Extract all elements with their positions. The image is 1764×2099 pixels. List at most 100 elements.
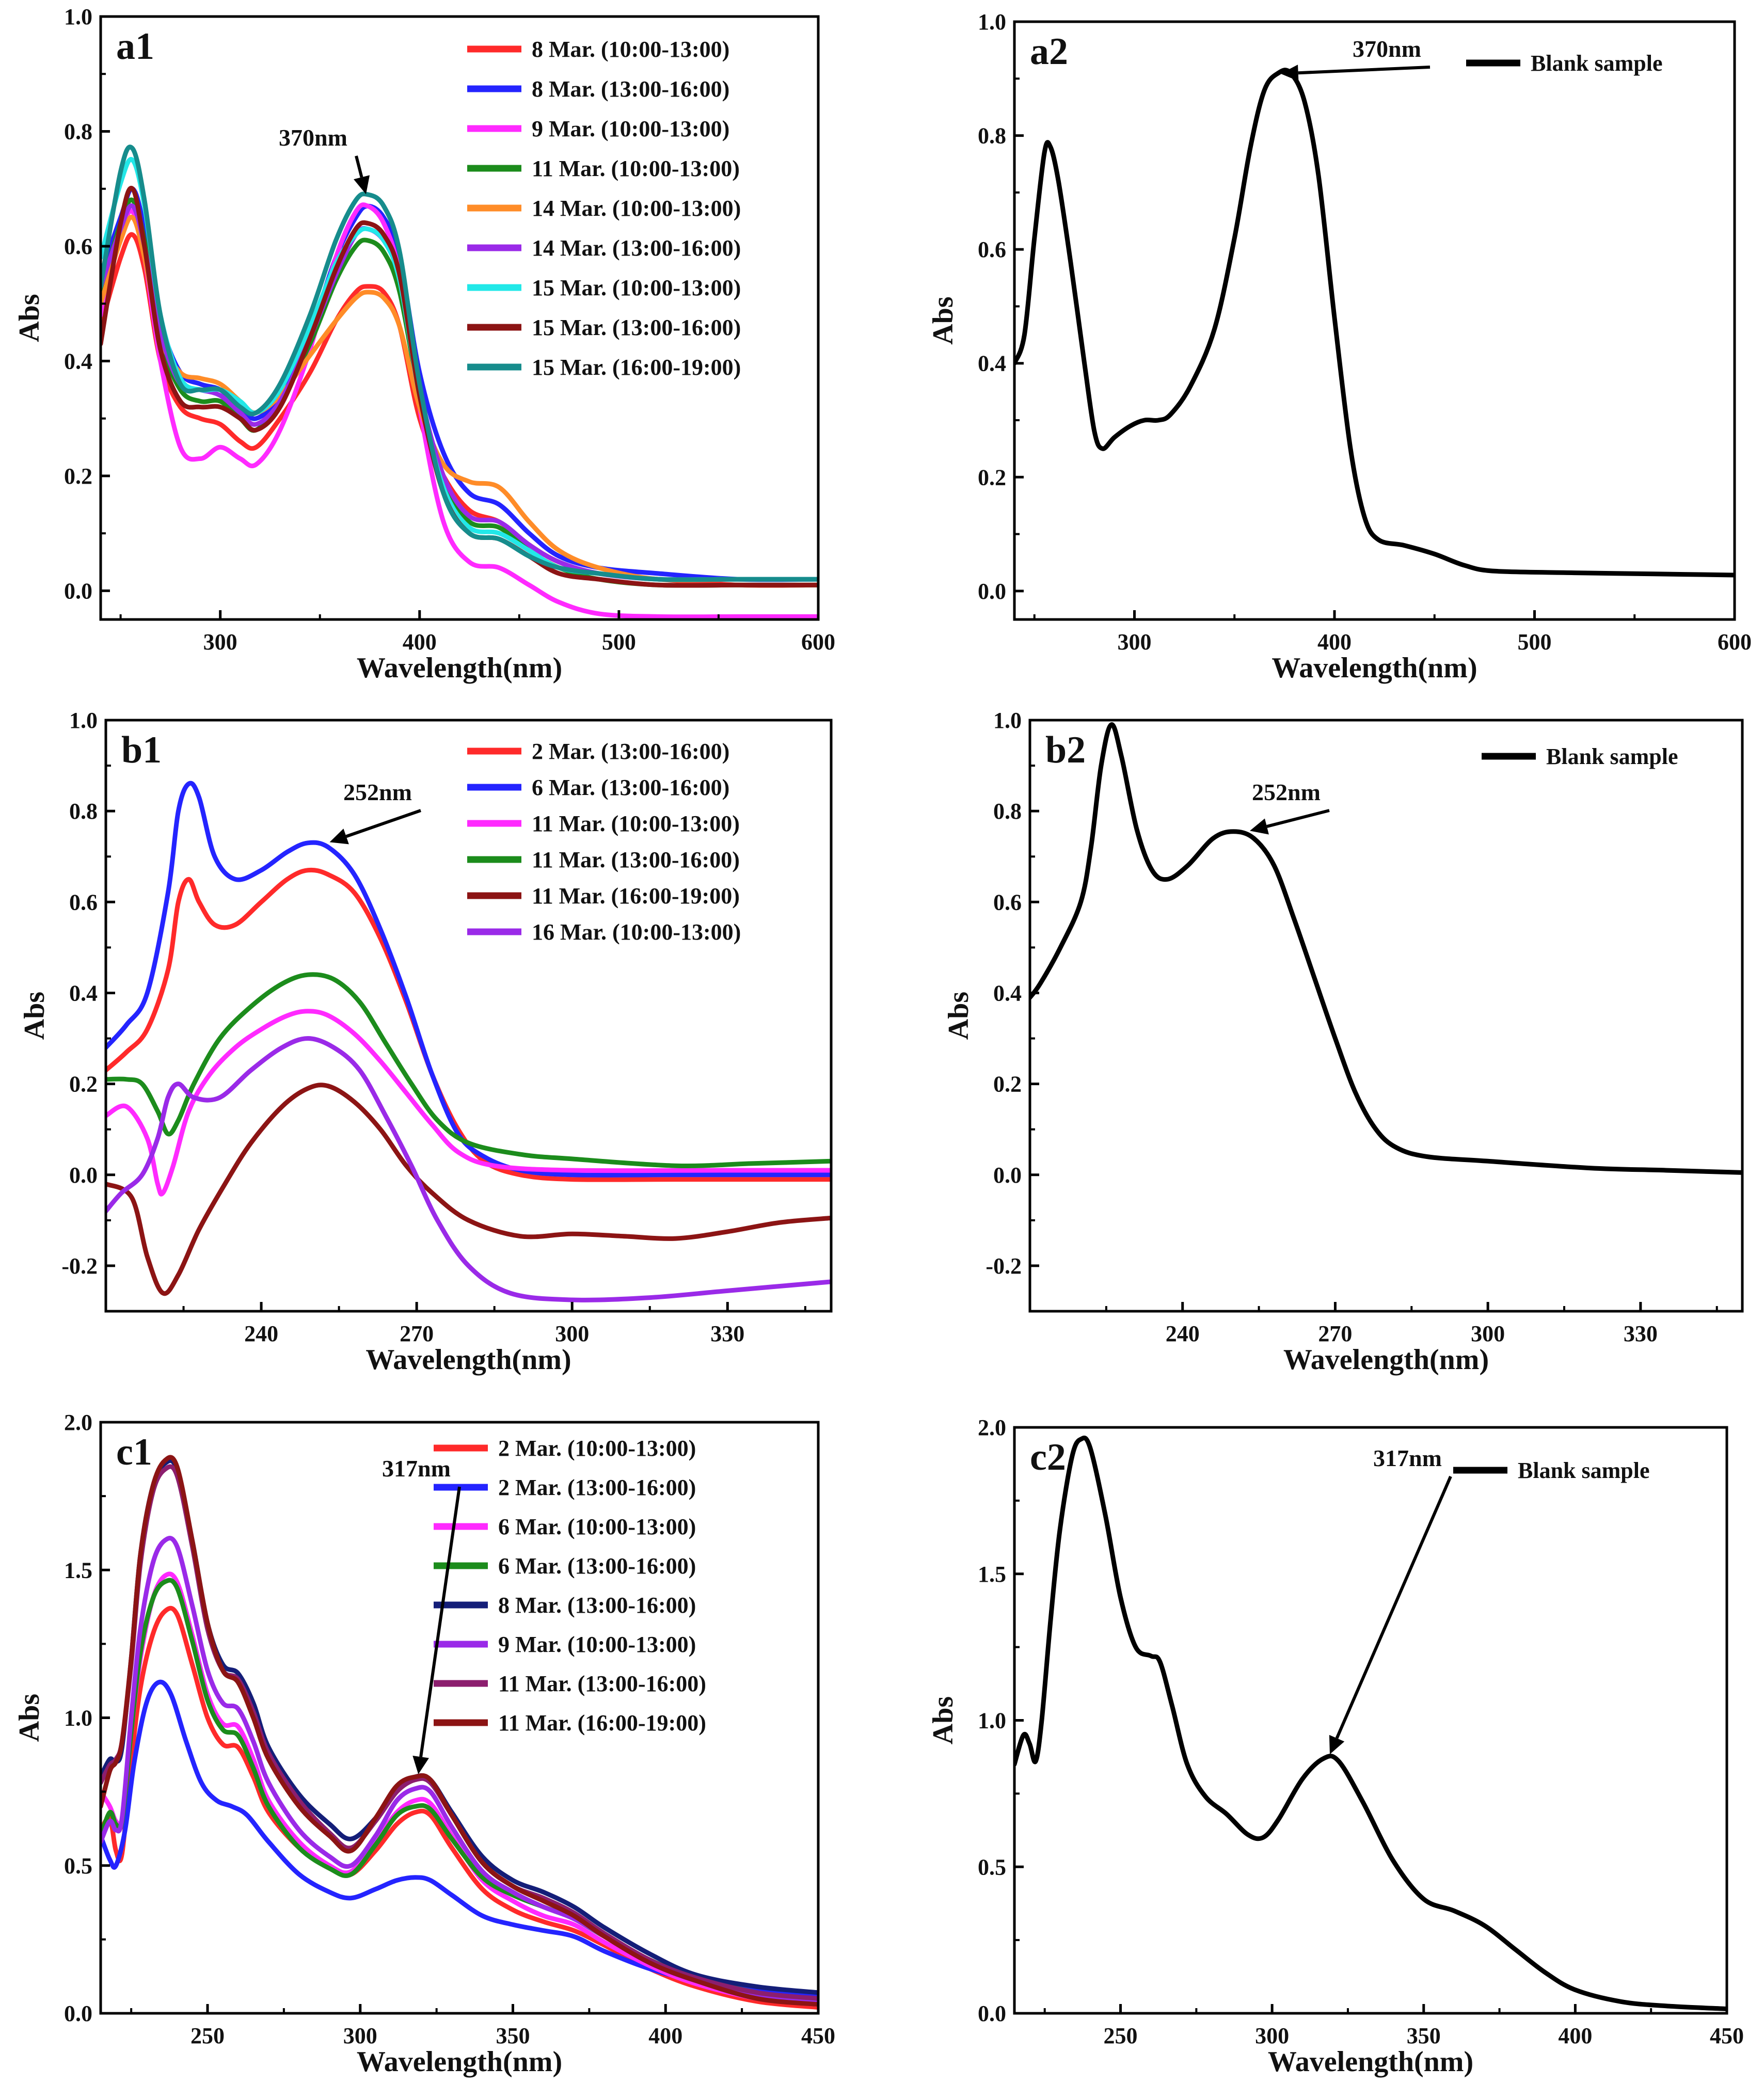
y-tick-label: 0.8 xyxy=(978,123,1006,149)
y-tick-label: 0.5 xyxy=(978,1854,1006,1880)
legend-entry: 15 Mar. (10:00-13:00) xyxy=(532,275,741,300)
panel-b1: -0.2 0.0 0.2 0.4 0.6 0.8 1.0 240 270 300 330 Wavele… xyxy=(19,708,833,1376)
series-line-1 xyxy=(1014,1435,1727,2011)
plot-frame xyxy=(104,719,833,1313)
series-line-7 xyxy=(101,1464,818,2001)
annotation-arrow-line xyxy=(1266,809,1330,828)
peak-annotation: 370nm xyxy=(279,124,347,151)
plot-frame xyxy=(1013,1426,1728,2015)
series-line-1 xyxy=(1030,722,1742,1175)
legend-entry: 15 Mar. (16:00-19:00) xyxy=(532,355,741,380)
legend-entry: 8 Mar. (10:00-13:00) xyxy=(532,37,729,62)
y-tick-label: 0.8 xyxy=(69,799,98,824)
y-tick-label: 2.0 xyxy=(978,1415,1006,1440)
y-tick-label: 0.6 xyxy=(69,889,98,915)
series-group xyxy=(101,1455,818,2010)
annotation-arrow-line xyxy=(1335,1475,1452,1739)
series-line-1 xyxy=(106,867,831,1182)
series-group xyxy=(106,781,831,1302)
x-axis-label: Wavelength(nm) xyxy=(1272,652,1477,684)
panel-b2: -0.2 0.0 0.2 0.4 0.6 0.8 1.0 240 270 300 330 Wavele… xyxy=(943,708,1744,1376)
y-tick-label: -0.2 xyxy=(61,1253,98,1279)
panel-label: c1 xyxy=(116,1431,152,1473)
legend: Blank sample xyxy=(1453,1458,1650,1483)
panel-label: a1 xyxy=(116,25,154,68)
y-tick-label: 0.2 xyxy=(69,1072,98,1097)
x-tick-label: 400 xyxy=(648,2023,682,2048)
y-tick-label: 0.6 xyxy=(64,234,92,259)
x-tick-label: 300 xyxy=(1255,2023,1289,2048)
panel-label: c2 xyxy=(1030,1436,1066,1478)
legend-entry: 14 Mar. (10:00-13:00) xyxy=(532,196,741,221)
legend-entry: 11 Mar. (16:00-19:00) xyxy=(498,1710,706,1736)
series-line-6 xyxy=(106,1036,831,1302)
x-tick-label: 350 xyxy=(1407,2023,1441,2048)
y-tick-label: 1.5 xyxy=(64,1557,92,1583)
y-tick-label: 0.0 xyxy=(64,578,92,603)
annotation-arrow-head xyxy=(1329,1735,1345,1755)
series-line-5 xyxy=(101,1458,818,1995)
x-tick-label: 450 xyxy=(1710,2023,1744,2048)
legend-entry: 15 Mar. (13:00-16:00) xyxy=(532,315,741,340)
y-tick-label: 1.0 xyxy=(993,708,1022,733)
legend-entry: 2 Mar. (13:00-16:00) xyxy=(498,1475,696,1500)
legend-entry: 11 Mar. (16:00-19:00) xyxy=(532,883,740,909)
annotation-arrow-head xyxy=(412,1755,429,1774)
y-tick-label: 1.0 xyxy=(64,4,92,29)
x-axis-label: Wavelength(nm) xyxy=(357,652,562,684)
y-axis-label: Abs xyxy=(13,1694,45,1742)
x-tick-label: 300 xyxy=(1471,1321,1505,1346)
y-tick-label: 0.0 xyxy=(69,1163,98,1188)
y-tick-label: 1.0 xyxy=(978,9,1006,35)
peak-annotation: 317nm xyxy=(1373,1445,1442,1471)
y-tick-label: 1.0 xyxy=(978,1708,1006,1734)
series-line-2 xyxy=(101,1679,818,1998)
series-line-2 xyxy=(106,781,831,1178)
x-tick-label: 240 xyxy=(244,1321,278,1346)
x-tick-label: 300 xyxy=(203,629,237,655)
series-line-8 xyxy=(101,185,818,588)
series-line-3 xyxy=(101,202,818,619)
y-axis-label: Abs xyxy=(13,294,45,342)
legend: 2 Mar. (13:00-16:00) 6 Mar. (13:00-16:00)… xyxy=(467,739,741,945)
y-tick-label: 0.4 xyxy=(978,351,1006,376)
y-tick-label: 0.0 xyxy=(978,2001,1006,2026)
annotation-arrow-line xyxy=(355,155,363,178)
x-tick-label: 300 xyxy=(343,2023,377,2048)
y-tick-label: 0.4 xyxy=(993,980,1022,1006)
peak-annotation: 252nm xyxy=(343,779,412,805)
y-tick-label: 0.2 xyxy=(978,465,1006,490)
x-tick-label: 350 xyxy=(496,2023,530,2048)
legend-entry: 8 Mar. (13:00-16:00) xyxy=(498,1593,696,1618)
panel-c2: 0.0 0.5 1.0 1.5 2.0 250 300 350 400 450 Wavelength… xyxy=(927,1415,1744,2078)
x-tick-label: 250 xyxy=(1104,2023,1138,2048)
series-line-4 xyxy=(106,972,831,1168)
legend-entry: 14 Mar. (13:00-16:00) xyxy=(532,235,741,261)
y-tick-label: 0.0 xyxy=(978,579,1006,604)
x-tick-label: 300 xyxy=(555,1321,589,1346)
y-tick-label: 0.0 xyxy=(64,2001,92,2026)
annotation-arrow-line xyxy=(419,1486,461,1757)
legend-entry: 6 Mar. (10:00-13:00) xyxy=(498,1514,696,1539)
annotation-arrow-head xyxy=(354,175,370,195)
x-axis-label: Wavelength(nm) xyxy=(1268,2046,1473,2078)
legend-entry: 11 Mar. (13:00-16:00) xyxy=(498,1671,706,1696)
x-tick-label: 330 xyxy=(710,1321,744,1346)
legend-entry: 11 Mar. (10:00-13:00) xyxy=(532,156,740,181)
plot-frame xyxy=(1028,719,1744,1313)
legend-entry: 6 Mar. (13:00-16:00) xyxy=(498,1553,696,1579)
annotation-arrow-head xyxy=(1280,65,1299,82)
legend: 8 Mar. (10:00-13:00) 8 Mar. (13:00-16:00)… xyxy=(467,37,741,380)
x-tick-label: 240 xyxy=(1166,1321,1200,1346)
y-tick-label: 0.2 xyxy=(64,464,92,489)
x-tick-label: 400 xyxy=(1317,629,1352,655)
legend-entry: 2 Mar. (13:00-16:00) xyxy=(532,739,729,764)
x-tick-label: 330 xyxy=(1624,1321,1658,1346)
y-tick-label: 0.5 xyxy=(64,1853,92,1879)
series-group xyxy=(1030,722,1742,1175)
x-tick-label: 250 xyxy=(190,2023,225,2048)
panel-label: b1 xyxy=(121,729,162,771)
x-axis-label: Wavelength(nm) xyxy=(1283,1344,1489,1376)
x-tick-label: 600 xyxy=(1718,629,1752,655)
